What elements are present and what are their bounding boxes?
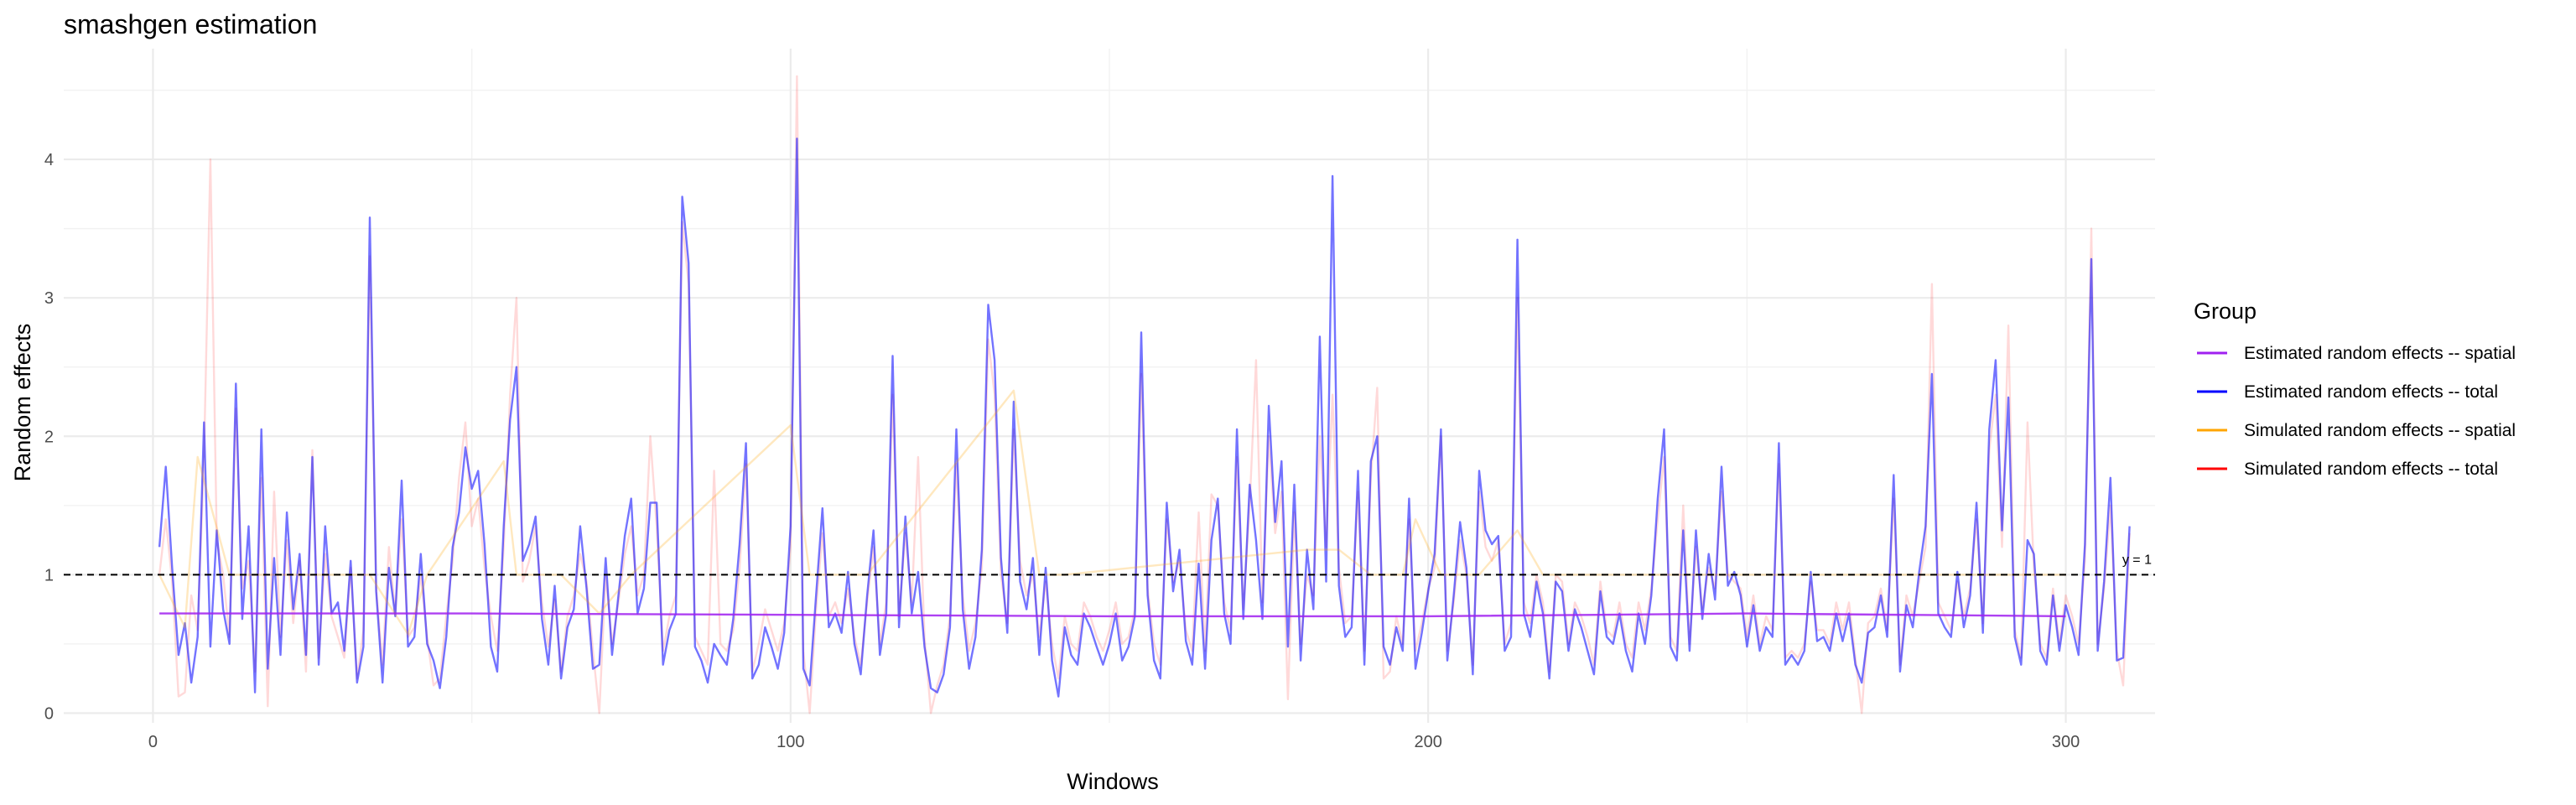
x-axis-label: Windows [1067,769,1159,794]
x-tick-label: 0 [148,733,158,751]
series-layer [158,75,2131,714]
y-tick-label: 4 [44,151,54,169]
legend-entry-label: Estimated random effects -- spatial [2244,344,2516,363]
series-line-3 [158,138,2131,698]
y-axis-label: Random effects [10,324,35,482]
series-line-1 [159,612,2066,618]
reference-line-label: y = 1 [2122,553,2152,567]
series-line-4 [158,75,2131,714]
legend: Group Estimated random effects -- spatia… [2194,299,2516,479]
x-tick-label: 100 [776,733,804,751]
legend-entry-label: Estimated random effects -- total [2244,382,2498,402]
legend-title: Group [2194,299,2257,324]
legend-entry-label: Simulated random effects -- total [2244,460,2498,479]
minor-gridlines [64,49,2155,723]
y-tick-label: 0 [44,704,54,723]
y-axis-ticks: 0 1 2 3 4 [44,151,54,723]
x-tick-label: 300 [2052,733,2080,751]
chart-title: smashgen estimation [64,9,317,39]
legend-entry-label: Simulated random effects -- spatial [2244,421,2516,440]
x-axis-ticks: 0 100 200 300 [148,733,2080,751]
x-tick-label: 200 [1414,733,1441,751]
y-tick-label: 1 [44,566,54,584]
y-tick-label: 3 [44,289,54,308]
y-tick-label: 2 [44,428,54,446]
reference-line-layer: y = 1 [64,553,2155,576]
